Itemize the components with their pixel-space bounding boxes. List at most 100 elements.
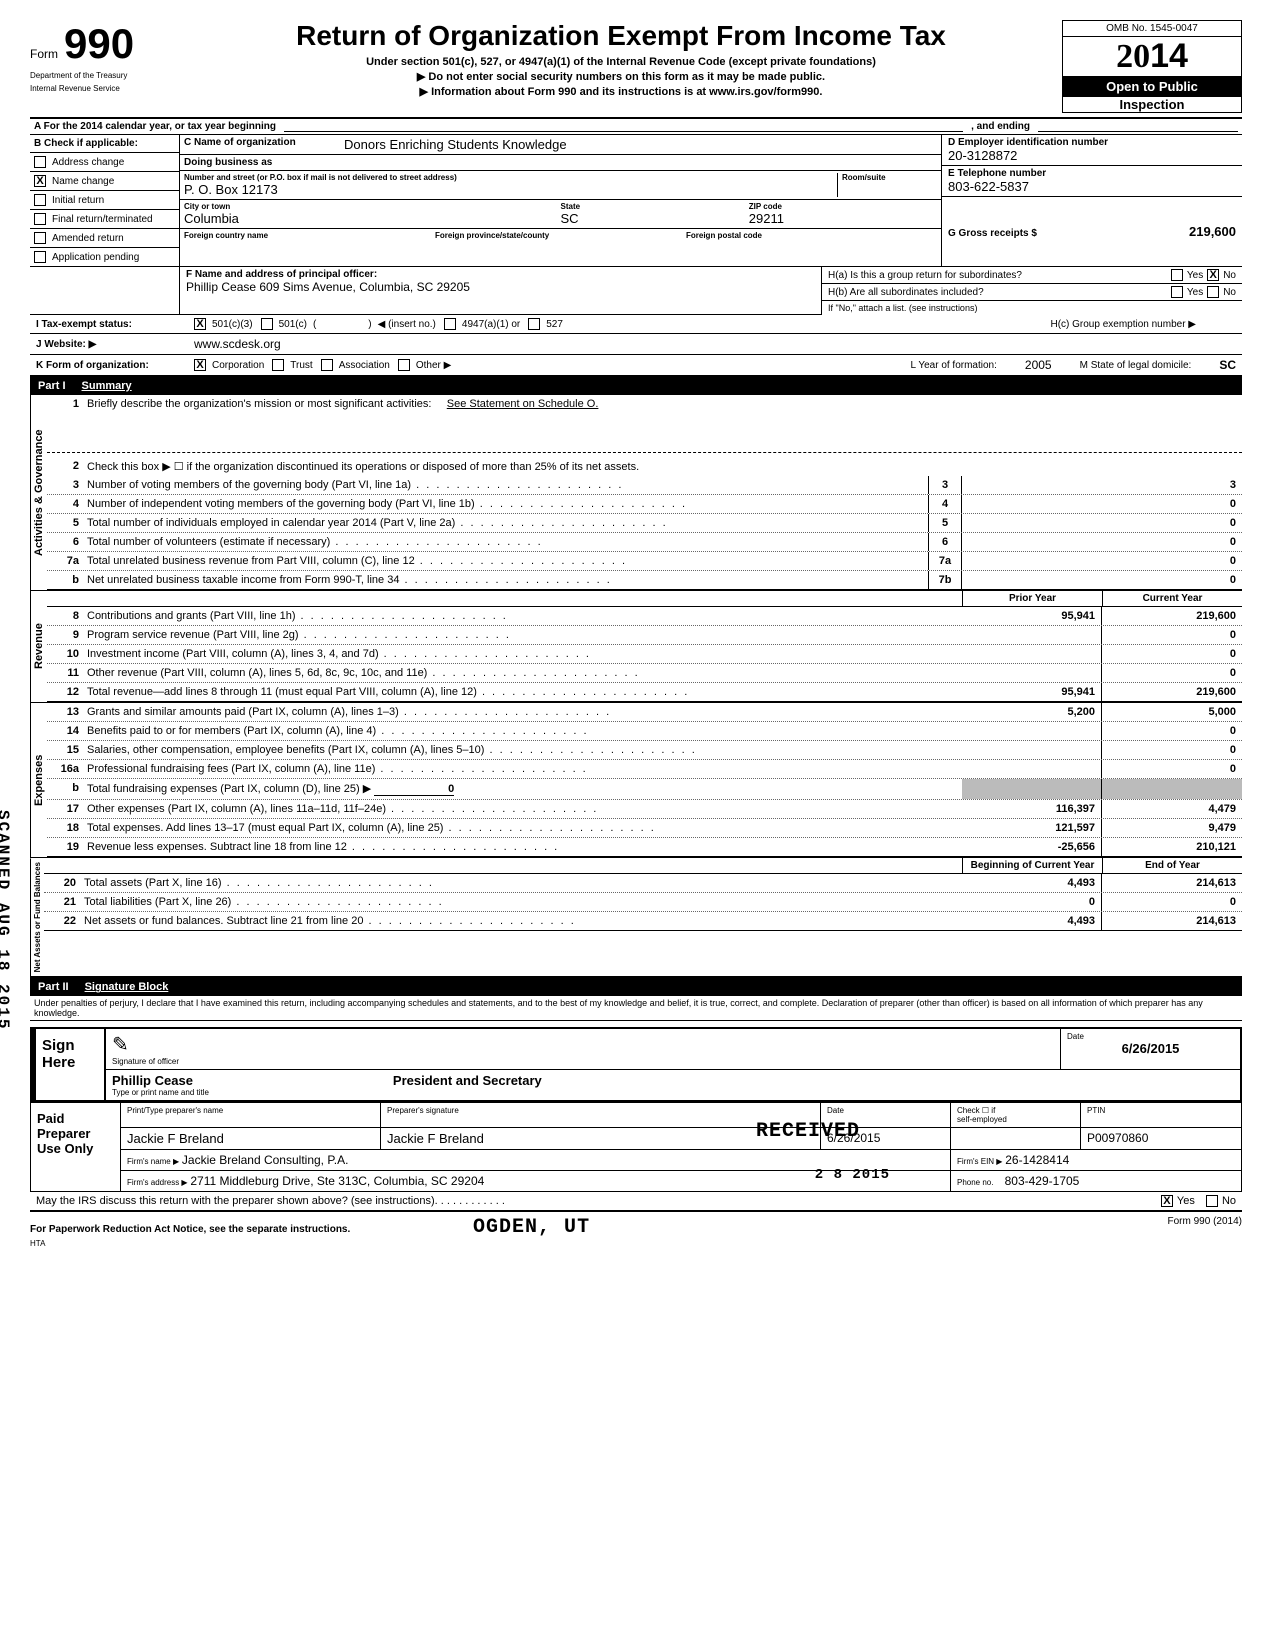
mission-lines[interactable] [47,413,1242,453]
ein-label: D Employer identification number [948,137,1236,148]
firm-label: Firm's name ▶ [127,1157,179,1166]
line-13: 13 Grants and similar amounts paid (Part… [47,703,1242,722]
part-i-header: Part I Summary [30,377,1242,395]
line-18: 18 Total expenses. Add lines 13–17 (must… [47,819,1242,838]
foreign-country-label: Foreign country name [184,231,435,240]
firm-addr-label: Firm's address ▶ [127,1178,188,1187]
footer-right: Form 990 (2014) [1168,1216,1242,1248]
check-application-pending[interactable]: Application pending [30,248,179,266]
city-label: City or town [184,202,561,211]
check-name-change[interactable]: X Name change [30,172,179,191]
k-other: Other ▶ [416,360,451,371]
checkbox-icon[interactable] [1171,269,1183,281]
form-subtitle: Under section 501(c), 527, or 4947(a)(1)… [200,56,1042,68]
ogden-stamp: OGDEN, UT [473,1216,590,1239]
website-value: www.scdesk.org [194,337,281,351]
f-officer: F Name and address of principal officer:… [180,267,822,315]
officer-signature: ✎ [112,1032,1054,1057]
part-i-expenses: Expenses 13 Grants and similar amounts p… [30,703,1242,858]
officer-name: Phillip Cease [112,1073,193,1088]
omb-number: OMB No. 1545-0047 [1063,21,1241,37]
check-address-change[interactable]: Address change [30,153,179,172]
footer-hta: HTA [30,1239,590,1248]
prep-data-row: Jackie F Breland Jackie F Breland RECEIV… [121,1128,1241,1150]
part-i-revenue: Revenue Prior Year Current Year 8 Contri… [30,591,1242,703]
footer-left: For Paperwork Reduction Act Notice, see … [30,1224,350,1235]
part-i-net: Net Assets or Fund Balances Beginning of… [30,858,1242,978]
k-label: K Form of organization: [36,360,186,371]
c-name-row: C Name of organization Donors Enriching … [180,135,941,155]
line-17: 17 Other expenses (Part IX, column (A), … [47,800,1242,819]
row-i-status: I Tax-exempt status: X501(c)(3) 501(c)()… [30,315,1242,334]
form-note-1: ▶ Do not enter social security numbers o… [200,70,1042,83]
row-a-left: A For the 2014 calendar year, or tax yea… [34,121,276,132]
check-label: Application pending [52,252,139,263]
checkbox-icon[interactable] [398,359,410,371]
checkbox-icon[interactable] [1207,286,1219,298]
checkbox-icon[interactable] [321,359,333,371]
part-number: Part I [38,380,66,392]
h-b-note: If "No," attach a list. (see instruction… [822,301,1242,315]
hc-label: H(c) Group exemption number ▶ [1050,319,1236,330]
f-label: F Name and address of principal officer: [186,269,815,280]
firm-ein: 26-1428414 [1005,1153,1069,1167]
row-k-org: K Form of organization: XCorporation Tru… [30,355,1242,377]
check-final-return[interactable]: Final return/terminated [30,210,179,229]
column-d: D Employer identification number20-31288… [942,135,1242,266]
c-foreign-row: Foreign country name Foreign province/st… [180,229,941,242]
year-header-rev: Prior Year Current Year [47,591,1242,607]
checkbox-icon[interactable] [444,318,456,330]
check-label: Name change [52,176,114,187]
row-a-end-field[interactable] [1038,121,1238,132]
checkbox-icon[interactable] [1206,1195,1218,1207]
checkbox-icon[interactable]: X [194,359,206,371]
form-note-2: ▶ Information about Form 990 and its ins… [200,85,1042,98]
line-b: b Total fundraising expenses (Part IX, c… [47,779,1242,800]
open-to-public: Open to Public [1063,76,1241,97]
checkbox-icon[interactable]: X [1207,269,1219,281]
footer: For Paperwork Reduction Act Notice, see … [30,1212,1242,1248]
row-a-begin-field[interactable] [284,121,963,132]
prep-ptin-header: PTIN [1081,1103,1241,1127]
checkbox-icon [34,251,46,263]
form-word: Form [30,47,58,61]
tax-year: 2014 [1063,37,1241,76]
year-header-net: Beginning of Current Year End of Year [44,858,1242,874]
check-initial-return[interactable]: Initial return [30,191,179,210]
no-label: No [1223,270,1236,281]
checkbox-icon[interactable] [272,359,284,371]
l-label: L Year of formation: [911,360,997,371]
check-amended-return[interactable]: Amended return [30,229,179,248]
checkbox-icon[interactable] [261,318,273,330]
gross-value: 219,600 [1189,224,1236,239]
checkbox-icon: X [34,175,46,187]
sig-row-2: Phillip Cease President and Secretary Ty… [106,1070,1240,1100]
state-label: State [561,202,749,211]
checkbox-icon [34,194,46,206]
checkbox-icon[interactable]: X [194,318,206,330]
prep-ptin: P00970860 [1081,1128,1241,1149]
prep-name: Jackie F Breland [121,1128,381,1149]
line-14: 14 Benefits paid to or for members (Part… [47,722,1242,741]
hb-label: H(b) Are all subordinates included? [828,287,984,298]
h-a-row: H(a) Is this a group return for subordin… [822,267,1242,284]
l-value: 2005 [1025,358,1052,372]
checkbox-icon[interactable]: X [1161,1195,1173,1207]
check-label: Amended return [52,233,124,244]
line1-label: Briefly describe the organization's miss… [87,398,431,410]
yes-label: Yes [1177,1195,1195,1207]
discuss-text: May the IRS discuss this return with the… [36,1195,435,1207]
line-4: 4 Number of independent voting members o… [47,495,1242,514]
line-20: 20 Total assets (Part X, line 16) 4,4932… [44,874,1242,893]
row-a-tax-year: A For the 2014 calendar year, or tax yea… [30,119,1242,135]
line-22: 22 Net assets or fund balances. Subtract… [44,912,1242,931]
checkbox-icon[interactable] [528,318,540,330]
state-value: SC [561,211,749,226]
firm-addr: 2711 Middleburg Drive, Ste 313C, Columbi… [190,1174,484,1188]
m-label: M State of legal domicile: [1080,360,1192,371]
no-label: No [1223,287,1236,298]
vlabel-governance: Activities & Governance [30,395,47,590]
checkbox-icon[interactable] [1171,286,1183,298]
part-i-governance: Activities & Governance 1 Briefly descri… [30,395,1242,591]
room-label: Room/suite [842,173,937,182]
